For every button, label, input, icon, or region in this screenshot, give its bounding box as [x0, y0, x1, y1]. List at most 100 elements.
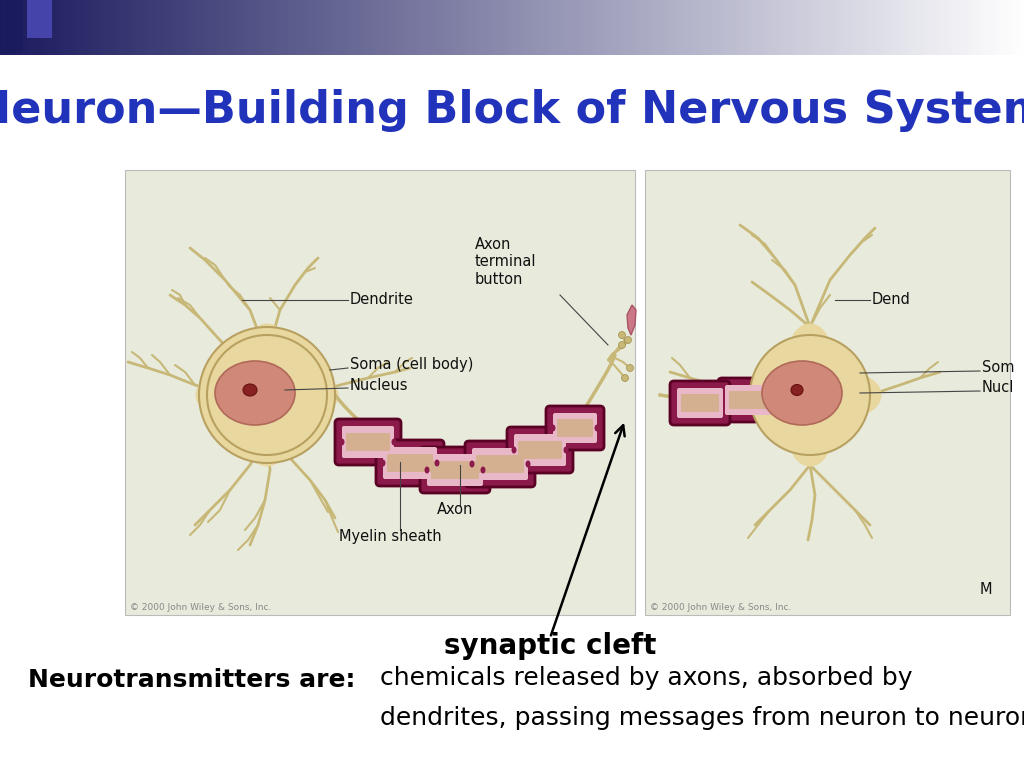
Bar	[287, 0, 291, 55]
Bar	[474, 0, 479, 55]
Bar	[932, 0, 936, 55]
Bar	[310, 0, 315, 55]
Bar	[307, 0, 311, 55]
Bar	[676, 0, 680, 55]
Bar	[167, 0, 172, 55]
Bar	[949, 0, 953, 55]
FancyBboxPatch shape	[514, 434, 566, 466]
Bar	[686, 0, 690, 55]
Bar	[399, 0, 403, 55]
FancyBboxPatch shape	[681, 394, 719, 412]
Bar	[822, 0, 827, 55]
Ellipse shape	[762, 361, 842, 425]
Bar	[338, 0, 342, 55]
Bar	[273, 0, 278, 55]
Bar	[471, 0, 475, 55]
Bar	[276, 0, 281, 55]
Ellipse shape	[618, 342, 626, 349]
FancyBboxPatch shape	[465, 441, 535, 487]
Bar	[796, 0, 800, 55]
Bar	[499, 0, 503, 55]
Bar	[911, 0, 915, 55]
Bar	[89, 0, 93, 55]
Bar	[222, 0, 226, 55]
Bar	[164, 0, 168, 55]
Bar	[191, 0, 196, 55]
Bar	[581, 0, 585, 55]
Bar	[51, 0, 55, 55]
FancyBboxPatch shape	[476, 455, 524, 473]
Bar	[328, 0, 332, 55]
Bar	[24, 0, 29, 55]
Bar	[10, 0, 14, 55]
Bar	[321, 0, 326, 55]
Bar	[389, 0, 393, 55]
Bar	[232, 0, 237, 55]
Bar	[300, 0, 305, 55]
Bar	[563, 0, 567, 55]
Bar	[826, 0, 830, 55]
Bar	[816, 0, 820, 55]
Bar	[604, 0, 608, 55]
Bar	[284, 0, 288, 55]
Bar	[433, 0, 438, 55]
Bar	[566, 0, 571, 55]
Ellipse shape	[627, 365, 634, 372]
Text: chemicals released by axons, absorbed by: chemicals released by axons, absorbed by	[380, 666, 912, 690]
Bar	[806, 0, 810, 55]
Bar	[413, 0, 418, 55]
Bar	[878, 0, 882, 55]
Bar	[3, 0, 8, 55]
Ellipse shape	[199, 327, 335, 463]
Bar	[553, 0, 557, 55]
Bar	[730, 0, 735, 55]
Bar	[556, 0, 561, 55]
Bar	[625, 0, 629, 55]
Bar	[622, 0, 626, 55]
Bar	[888, 0, 892, 55]
Bar	[184, 0, 188, 55]
Bar	[925, 0, 930, 55]
Bar	[898, 0, 902, 55]
Bar	[123, 0, 127, 55]
Bar	[833, 0, 838, 55]
Bar	[577, 0, 582, 55]
Bar	[177, 0, 182, 55]
Text: © 2000 John Wiley & Sons, Inc.: © 2000 John Wiley & Sons, Inc.	[650, 604, 792, 613]
Bar	[853, 0, 858, 55]
Bar	[673, 0, 677, 55]
Bar	[550, 0, 554, 55]
Bar	[120, 0, 124, 55]
Ellipse shape	[826, 374, 882, 416]
Bar	[225, 0, 229, 55]
Bar	[212, 0, 216, 55]
Text: dendrites, passing messages from neuron to neuron.: dendrites, passing messages from neuron …	[380, 706, 1024, 730]
Ellipse shape	[595, 425, 599, 432]
Bar	[208, 0, 213, 55]
Bar	[174, 0, 178, 55]
Bar	[727, 0, 731, 55]
Bar	[92, 0, 96, 55]
Ellipse shape	[270, 343, 319, 392]
Text: Dend: Dend	[872, 293, 911, 307]
Bar	[829, 0, 834, 55]
Bar	[515, 0, 520, 55]
Text: Myelin sheath: Myelin sheath	[339, 529, 441, 545]
Ellipse shape	[790, 412, 831, 466]
Bar	[966, 0, 971, 55]
Bar	[161, 0, 165, 55]
Ellipse shape	[381, 459, 385, 466]
Ellipse shape	[215, 361, 295, 425]
Bar	[130, 0, 134, 55]
Bar	[427, 0, 431, 55]
Bar	[443, 0, 449, 55]
Bar	[79, 0, 83, 55]
FancyBboxPatch shape	[725, 385, 771, 415]
Bar	[614, 0, 618, 55]
Bar	[891, 0, 895, 55]
Bar	[785, 0, 790, 55]
Bar	[417, 0, 421, 55]
Bar	[331, 0, 336, 55]
Bar	[632, 0, 636, 55]
Bar	[34, 0, 39, 55]
